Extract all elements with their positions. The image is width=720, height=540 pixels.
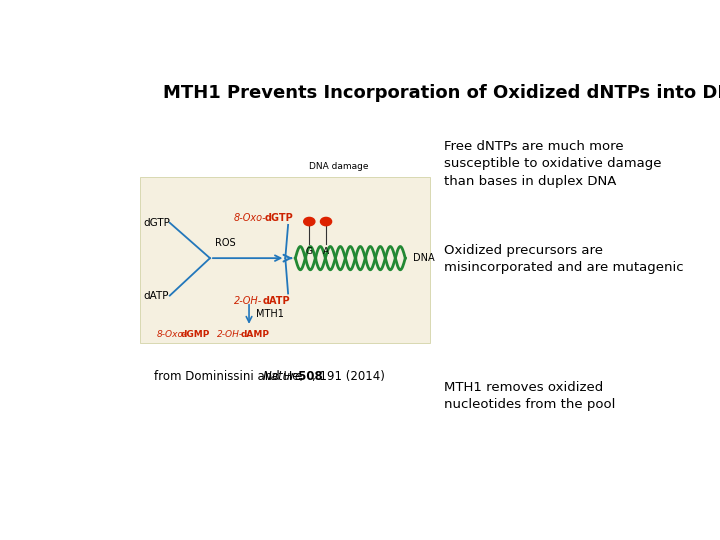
Text: 2-OH-: 2-OH- xyxy=(234,295,262,306)
Text: 508: 508 xyxy=(294,370,323,383)
Text: dGTP: dGTP xyxy=(265,213,294,223)
Text: Oxidized precursors are
misincorporated and are mutagenic: Oxidized precursors are misincorporated … xyxy=(444,244,684,274)
Text: dGMP: dGMP xyxy=(181,330,210,339)
Circle shape xyxy=(304,218,315,226)
Text: A: A xyxy=(323,246,329,255)
Circle shape xyxy=(320,218,332,226)
Text: 8-Oxo-: 8-Oxo- xyxy=(157,330,187,339)
Text: DNA: DNA xyxy=(413,253,434,263)
Text: Free dNTPs are much more
susceptible to oxidative damage
than bases in duplex DN: Free dNTPs are much more susceptible to … xyxy=(444,140,662,187)
Text: 8-Oxo-: 8-Oxo- xyxy=(234,213,266,223)
Text: MTH1 removes oxidized
nucleotides from the pool: MTH1 removes oxidized nucleotides from t… xyxy=(444,381,616,411)
Text: from Dominissini and He,: from Dominissini and He, xyxy=(154,370,307,383)
Text: dGTP: dGTP xyxy=(143,218,170,228)
Text: dATP: dATP xyxy=(143,291,168,301)
Text: Nature: Nature xyxy=(263,370,303,383)
Text: dATP: dATP xyxy=(263,295,291,306)
Text: MTH1 Prevents Incorporation of Oxidized dNTPs into DNA: MTH1 Prevents Incorporation of Oxidized … xyxy=(163,84,720,102)
Text: G: G xyxy=(306,246,312,255)
Text: , 191 (2014): , 191 (2014) xyxy=(312,370,385,383)
Text: 2-OH-: 2-OH- xyxy=(217,330,243,339)
Text: ROS: ROS xyxy=(215,238,236,248)
FancyBboxPatch shape xyxy=(140,177,431,343)
Text: MTH1: MTH1 xyxy=(256,309,284,319)
Text: dAMP: dAMP xyxy=(240,330,270,339)
Text: DNA damage: DNA damage xyxy=(310,162,369,171)
